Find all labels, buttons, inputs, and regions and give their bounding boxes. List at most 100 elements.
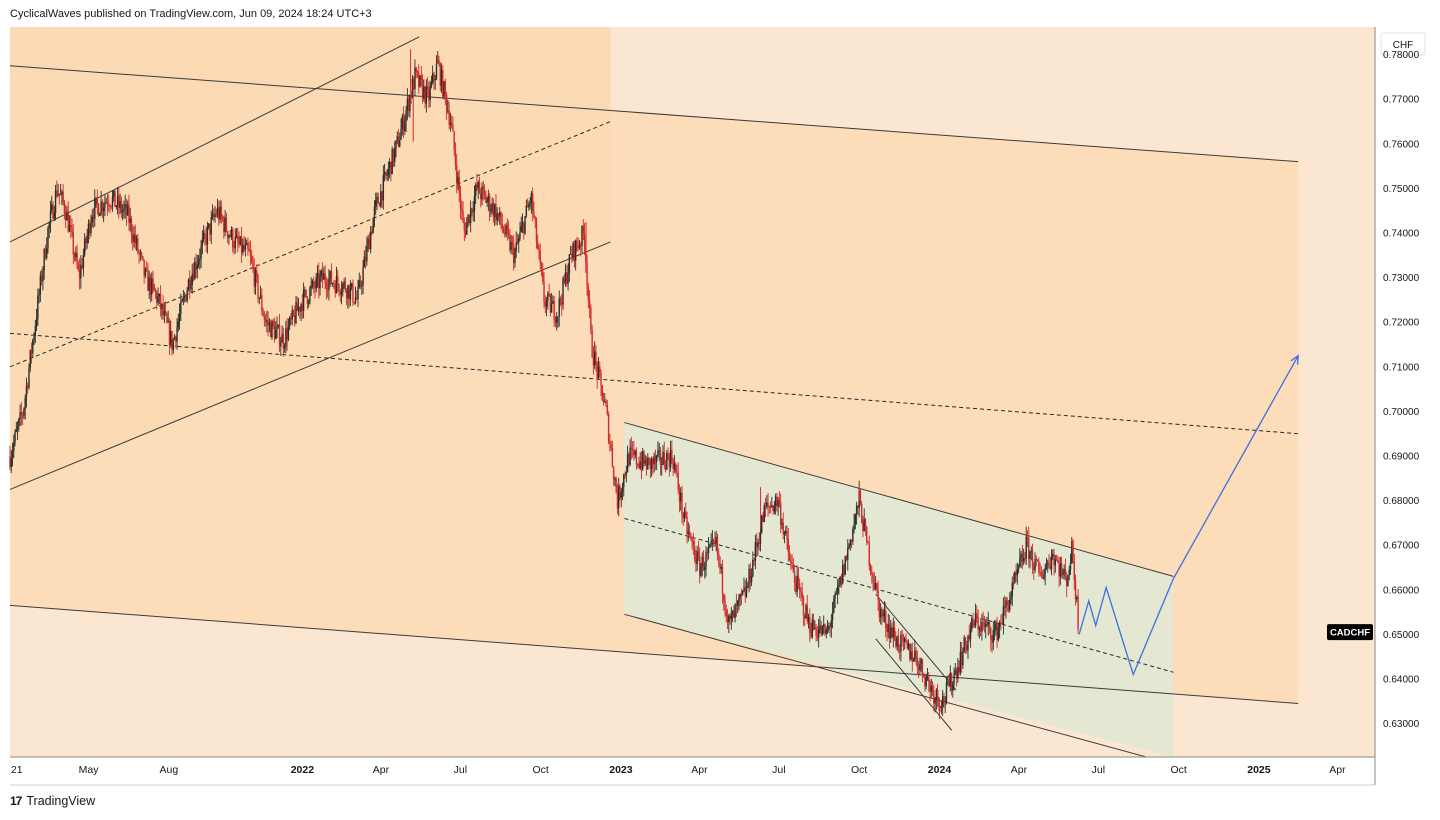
price-tick-label: 0.71000 bbox=[1383, 362, 1420, 373]
candle-body bbox=[664, 465, 667, 470]
candle-body bbox=[288, 317, 291, 327]
candle-body bbox=[537, 242, 539, 249]
candle-body bbox=[519, 231, 521, 239]
candle-body bbox=[456, 164, 458, 184]
candle-body bbox=[782, 522, 784, 535]
candle-body bbox=[176, 327, 178, 342]
candle-body bbox=[648, 457, 650, 459]
candle-body bbox=[428, 89, 430, 100]
candle-body bbox=[753, 559, 755, 561]
candle-body bbox=[1065, 576, 1068, 587]
candle-body bbox=[954, 670, 957, 674]
candle-body bbox=[881, 608, 883, 616]
candle-body bbox=[94, 199, 96, 220]
candle-body bbox=[979, 627, 982, 632]
candle-body bbox=[514, 251, 516, 264]
candle-body bbox=[599, 366, 601, 373]
candle-body bbox=[213, 213, 215, 217]
candle-body bbox=[964, 637, 967, 645]
candle-body bbox=[601, 385, 603, 401]
candle-body bbox=[267, 320, 269, 326]
chart-area[interactable]: CHF 0.78000 0.77000 0.76000 0.75000 0.74000 0.… bbox=[0, 0, 1440, 795]
candle-body bbox=[662, 452, 664, 464]
price-tick-label: 0.78000 bbox=[1383, 50, 1420, 61]
candle-body bbox=[352, 283, 354, 303]
candle-body bbox=[635, 451, 638, 465]
candle-body bbox=[61, 191, 63, 195]
candle-body bbox=[358, 280, 360, 288]
candle-body bbox=[108, 204, 110, 206]
candle-body bbox=[921, 659, 924, 674]
candle-body bbox=[690, 534, 692, 539]
candle-body bbox=[218, 207, 220, 220]
falling-channel-lower-line bbox=[9, 604, 1299, 704]
candle-body bbox=[406, 98, 409, 111]
footer-brand[interactable]: 17 TradingView bbox=[10, 794, 95, 808]
candle-body bbox=[952, 683, 954, 691]
price-tick-label: 0.67000 bbox=[1383, 541, 1420, 552]
candle-body bbox=[809, 617, 811, 634]
candle-body bbox=[707, 547, 710, 553]
candle-body bbox=[500, 212, 502, 225]
candle-body bbox=[152, 278, 154, 285]
candle-body bbox=[180, 301, 182, 315]
candle-body bbox=[843, 565, 845, 575]
candle-body bbox=[238, 242, 240, 245]
candle-body bbox=[207, 223, 210, 227]
candle-body bbox=[225, 217, 228, 232]
candle-body bbox=[296, 302, 298, 312]
candle-body bbox=[854, 514, 857, 524]
candle-body bbox=[897, 636, 900, 650]
candle-body bbox=[561, 302, 563, 305]
candle-body bbox=[654, 455, 657, 463]
candle-body bbox=[509, 234, 511, 251]
candle-body bbox=[595, 351, 597, 363]
candle-body bbox=[523, 222, 525, 234]
candle-body bbox=[949, 672, 951, 687]
candle-body bbox=[757, 542, 759, 548]
candle-body bbox=[304, 289, 306, 291]
candle-body bbox=[100, 201, 102, 214]
candle-body bbox=[1060, 563, 1063, 575]
candle-body bbox=[177, 321, 180, 328]
candle-body bbox=[319, 276, 321, 289]
candle-body bbox=[682, 514, 684, 518]
candle-body bbox=[27, 385, 29, 388]
candle-body bbox=[380, 191, 382, 207]
candle-body bbox=[978, 627, 981, 630]
candle-body bbox=[597, 366, 600, 378]
candle-body bbox=[699, 556, 701, 576]
candle-body bbox=[639, 461, 641, 468]
projection-layer bbox=[1078, 354, 1299, 677]
candle-body bbox=[399, 139, 401, 147]
candle-body bbox=[655, 455, 658, 463]
candle-body bbox=[774, 496, 777, 506]
candle-body bbox=[187, 279, 190, 291]
candle-body bbox=[1057, 560, 1059, 563]
candle-body bbox=[1029, 551, 1031, 559]
candle-body bbox=[492, 203, 495, 217]
candle-body bbox=[1072, 541, 1074, 562]
candle-body bbox=[912, 659, 915, 662]
candle-body bbox=[661, 463, 663, 465]
candle-body bbox=[452, 124, 454, 132]
candle-body bbox=[953, 673, 955, 684]
candle-body bbox=[778, 500, 781, 504]
candle-body bbox=[191, 273, 193, 285]
candle-body bbox=[744, 587, 746, 597]
candle-body bbox=[515, 242, 517, 252]
candle-body bbox=[640, 461, 643, 470]
falling-channel-upper-line bbox=[9, 65, 1299, 163]
candle-body bbox=[621, 487, 624, 493]
candle-body bbox=[366, 246, 368, 262]
candle-body bbox=[855, 505, 858, 515]
candle-body bbox=[612, 466, 615, 480]
candle-body bbox=[273, 326, 276, 340]
candle-body bbox=[275, 329, 277, 340]
candle-body bbox=[859, 490, 862, 505]
candle-body bbox=[170, 331, 172, 345]
candle-body bbox=[950, 672, 953, 691]
candle-body bbox=[335, 276, 338, 294]
candle-body bbox=[1002, 606, 1005, 625]
